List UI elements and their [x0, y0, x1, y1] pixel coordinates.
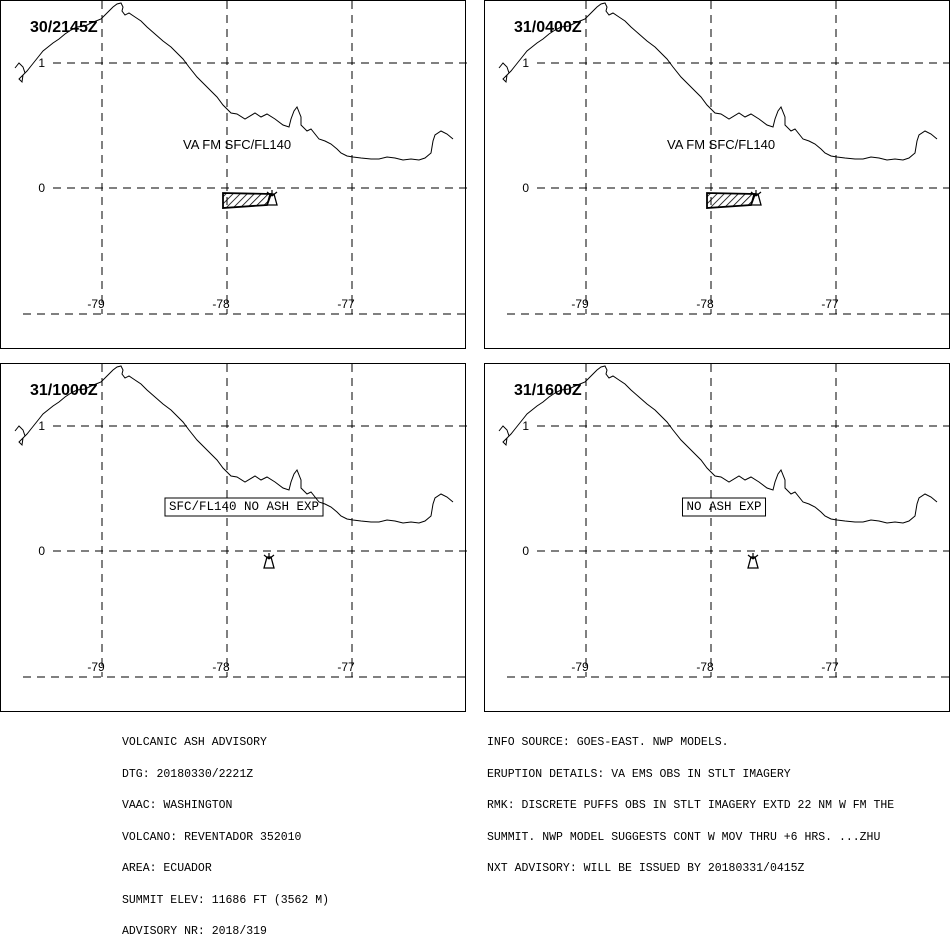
- advisory-line: RMK: DISCRETE PUFFS OBS IN STLT IMAGERY …: [487, 799, 895, 812]
- volcano-plume: [266, 190, 278, 197]
- valid-time: 31/0400Z: [514, 19, 582, 36]
- forecast-label-box: [681, 497, 767, 517]
- advisory-line: ADVISORY NR: 2018/319: [122, 925, 267, 938]
- longitude-label: -78: [696, 297, 714, 311]
- forecast-label-box: [164, 497, 324, 517]
- longitude-label: -79: [87, 660, 105, 674]
- longitude-label: -78: [212, 297, 230, 311]
- ash-cloud-area: [706, 192, 757, 209]
- coastline: [498, 2, 938, 161]
- advisory-line: DTG: 20180330/2221Z: [122, 767, 254, 781]
- map-1: 1 0 -79 -78 -77 VA FM SFC/FL140: [14, 1, 467, 315]
- ash-layer-label: VA FM SFC/FL140: [667, 137, 775, 152]
- advisory-line: SUMMIT. NWP MODEL SUGGESTS CONT W MOV TH…: [487, 830, 881, 844]
- coastline: [14, 365, 454, 524]
- volcano-icon: [750, 190, 762, 206]
- latitude-label: 0: [38, 181, 45, 195]
- valid-time: 31/1000Z: [30, 382, 98, 399]
- volcano-plume: [747, 553, 759, 560]
- valid-time: 30/2145Z: [30, 19, 98, 36]
- longitude-label: -78: [696, 660, 714, 674]
- advisory-line: AREA: ECUADOR: [122, 862, 212, 875]
- longitude-label: -77: [337, 660, 355, 674]
- ash-layer-label: VA FM SFC/FL140: [183, 137, 291, 152]
- advisory-line: ERUPTION DETAILS: VA EMS OBS IN STLT IMA…: [487, 767, 791, 781]
- latitude-label: 0: [522, 544, 529, 558]
- map-3: 1 0 -79 -78 -77 SFC/FL140 NO ASH EXP: [14, 364, 467, 678]
- longitude-label: -79: [571, 297, 589, 311]
- advisory-line: VOLCANIC ASH ADVISORY: [122, 736, 267, 749]
- volcano-icon: [263, 553, 275, 569]
- latitude-label: 1: [38, 419, 45, 433]
- longitude-label: -77: [821, 297, 839, 311]
- volcano-plume: [750, 190, 762, 197]
- advisory-remarks-block: INFO SOURCE: GOES-EAST. NWP MODELS. ERUP…: [487, 717, 894, 885]
- coastline: [14, 2, 454, 161]
- advisory-line: VAAC: WASHINGTON: [122, 799, 233, 812]
- volcano-icon: [266, 190, 278, 206]
- longitude-label: -78: [212, 660, 230, 674]
- advisory-header-block: VOLCANIC ASH ADVISORY DTG: 20180330/2221…: [122, 717, 329, 948]
- map-2: 1 0 -79 -78 -77 VA FM SFC/FL140: [498, 1, 950, 315]
- panel-2: 1 0 -79 -78 -77 VA FM SFC/FL140 31/0400Z: [484, 0, 950, 349]
- ash-cloud-area: [222, 192, 273, 209]
- latitude-label: 1: [38, 56, 45, 70]
- longitude-label: -79: [571, 660, 589, 674]
- forecast-label: NO ASH EXP: [686, 500, 761, 514]
- advisory-line: SUMMIT ELEV: 11686 FT (3562 M): [122, 893, 330, 907]
- panel-3: 1 0 -79 -78 -77 SFC/FL140 NO ASH EXP 31/1000Z: [0, 363, 467, 712]
- volcano-icon: [747, 553, 759, 569]
- forecast-label: SFC/FL140 NO ASH EXP: [169, 500, 319, 514]
- longitude-label: -77: [337, 297, 355, 311]
- panel-4: 1 0 -79 -78 -77 NO ASH EXP 31/1600Z: [484, 363, 950, 712]
- advisory-line: VOLCANO: REVENTADOR 352010: [122, 830, 302, 844]
- panel-1: 1 0 -79 -78 -77 VA FM SFC/FL140 30/2145Z: [0, 0, 467, 349]
- latitude-label: 1: [522, 419, 529, 433]
- valid-time: 31/1600Z: [514, 382, 582, 399]
- volcano-plume: [263, 553, 275, 560]
- map-4: 1 0 -79 -78 -77 NO ASH EXP: [498, 364, 950, 678]
- latitude-label: 0: [38, 544, 45, 558]
- advisory-line: INFO SOURCE: GOES-EAST. NWP MODELS.: [487, 736, 729, 749]
- coastline: [498, 365, 938, 524]
- longitude-label: -77: [821, 660, 839, 674]
- latitude-label: 1: [522, 56, 529, 70]
- longitude-label: -79: [87, 297, 105, 311]
- latitude-label: 0: [522, 181, 529, 195]
- advisory-line: NXT ADVISORY: WILL BE ISSUED BY 20180331…: [487, 862, 805, 875]
